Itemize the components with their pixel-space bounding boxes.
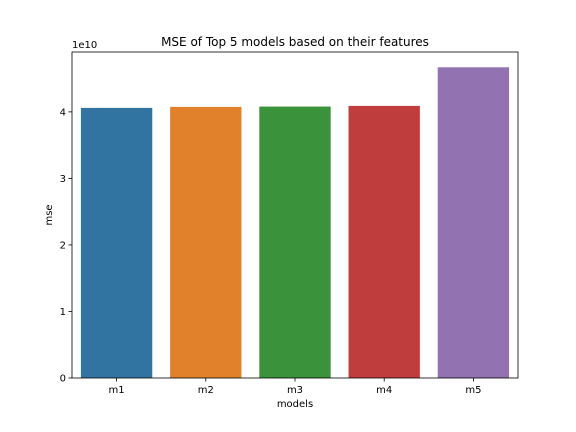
y-axis-label: mse xyxy=(44,204,55,225)
bar-m4 xyxy=(348,105,420,378)
x-tick-label-m3: m3 xyxy=(287,385,303,396)
x-tick-label-m4: m4 xyxy=(376,385,392,396)
y-tick-label-3: 3 xyxy=(60,174,66,185)
y-axis: 0 1 2 3 4 xyxy=(60,107,72,385)
bar-m3 xyxy=(259,106,331,378)
bar-m5 xyxy=(437,67,510,379)
x-tick-label-m5: m5 xyxy=(465,385,481,396)
bar-m1 xyxy=(80,107,153,378)
x-axis-label: models xyxy=(277,399,313,410)
y-tick-label-1: 1 xyxy=(60,307,66,318)
y-tick-label-4: 4 xyxy=(60,107,66,118)
bars-group xyxy=(80,67,510,379)
y-offset-text: 1e10 xyxy=(72,40,97,51)
x-axis: m1 m2 m3 m4 m5 xyxy=(109,378,481,396)
x-tick-label-m2: m2 xyxy=(198,385,214,396)
x-tick-label-m1: m1 xyxy=(109,385,125,396)
y-tick-label-0: 0 xyxy=(60,374,66,385)
bar-m2 xyxy=(170,106,242,378)
chart-title: MSE of Top 5 models based on their featu… xyxy=(161,35,429,49)
y-tick-label-2: 2 xyxy=(60,240,66,251)
